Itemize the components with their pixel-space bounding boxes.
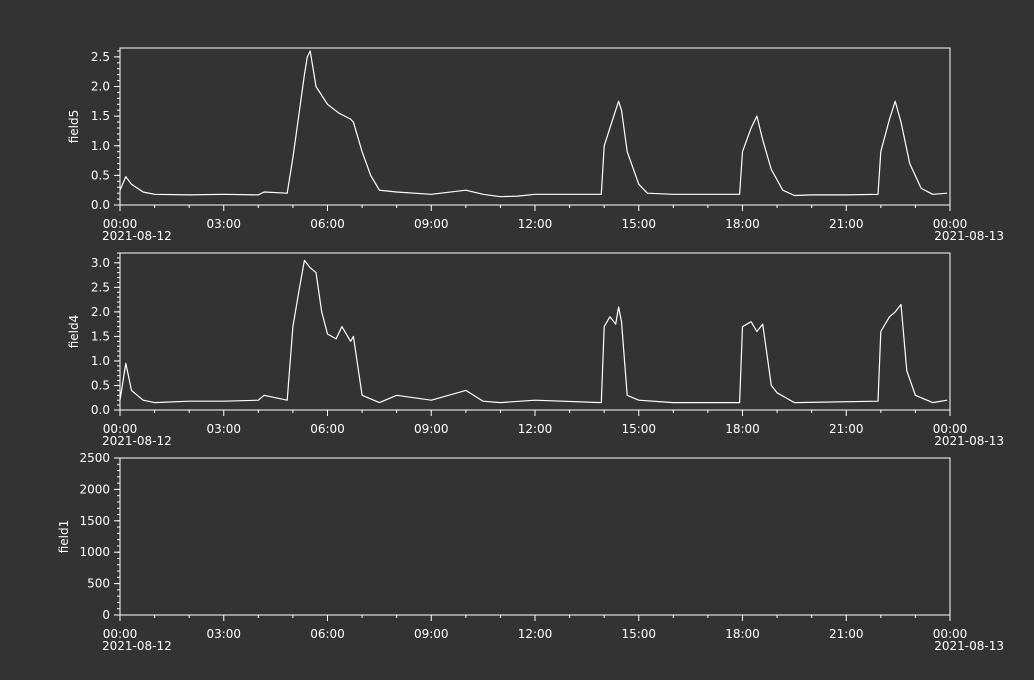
x-date-label-end: 2021-08-13 <box>934 639 1004 653</box>
y-axis-label: field5 <box>67 110 81 144</box>
x-tick-label: 06:00 <box>310 627 345 641</box>
y-tick-label: 0 <box>102 608 110 622</box>
x-date-label-start: 2021-08-12 <box>102 434 172 448</box>
x-tick-label: 03:00 <box>206 627 241 641</box>
x-tick-label: 03:00 <box>206 422 241 436</box>
y-tick-label: 0.5 <box>91 378 110 392</box>
series-line-field5 <box>119 50 948 198</box>
y-tick-label: 1.0 <box>91 354 110 368</box>
y-tick-label: 500 <box>87 577 110 591</box>
x-tick-label: 12:00 <box>518 217 553 231</box>
x-tick-label: 15:00 <box>621 627 656 641</box>
y-tick-label: 1.5 <box>91 109 110 123</box>
x-tick-label: 00:00 <box>933 422 968 436</box>
x-tick-label: 18:00 <box>725 627 760 641</box>
x-tick-label: 15:00 <box>621 217 656 231</box>
chart-panel-field4: 0.0 0.5 1.0 1.5 2.0 2.5 3.0 field4 00:00 03:00 06:… <box>67 252 1004 448</box>
y-tick-label: 1.5 <box>91 329 110 343</box>
x-tick-label: 21:00 <box>829 422 864 436</box>
x-tick-label: 06:00 <box>310 422 345 436</box>
x-tick-label: 21:00 <box>829 217 864 231</box>
x-tick-label: 12:00 <box>518 627 553 641</box>
y-tick-label: 0.0 <box>91 198 110 212</box>
x-tick-label: 18:00 <box>725 217 760 231</box>
x-tick-label: 00:00 <box>933 627 968 641</box>
y-tick-label: 2.0 <box>91 80 110 94</box>
x-tick-label: 09:00 <box>414 627 449 641</box>
chart-panel-field1: 0 500 1000 1500 2000 2500 field1 00:00 03:00 06:0… <box>57 451 1004 653</box>
chart-panel-field5: 0.0 0.5 1.0 1.5 2.0 2.5 field5 00:00 03:00 06:00 0… <box>67 47 1004 243</box>
x-tick-label: 21:00 <box>829 627 864 641</box>
x-date-label-start: 2021-08-12 <box>102 229 172 243</box>
x-date-label-end: 2021-08-13 <box>934 434 1004 448</box>
y-tick-label: 0.0 <box>91 403 110 417</box>
x-date-label-start: 2021-08-12 <box>102 639 172 653</box>
x-date-label-end: 2021-08-13 <box>934 229 1004 243</box>
plot-frame <box>119 457 951 616</box>
y-axis-label: field4 <box>67 315 81 349</box>
plot-frame <box>119 47 951 206</box>
x-tick-label: 00:00 <box>103 627 138 641</box>
x-tick-label: 00:00 <box>103 422 138 436</box>
x-tick-label: 00:00 <box>933 217 968 231</box>
y-axis-label: field1 <box>57 520 71 554</box>
x-tick-label: 03:00 <box>206 217 241 231</box>
x-tick-label: 00:00 <box>103 217 138 231</box>
x-tick-label: 06:00 <box>310 217 345 231</box>
y-tick-label: 2.5 <box>91 280 110 294</box>
y-tick-label: 1.0 <box>91 139 110 153</box>
y-tick-label: 1000 <box>79 545 110 559</box>
x-tick-label: 09:00 <box>414 217 449 231</box>
plot-frame <box>119 252 951 411</box>
y-tick-label: 2000 <box>79 482 110 496</box>
x-tick-label: 09:00 <box>414 422 449 436</box>
x-tick-label: 18:00 <box>725 422 760 436</box>
y-tick-label: 2500 <box>79 451 110 465</box>
x-tick-label: 15:00 <box>621 422 656 436</box>
series-line-field4 <box>119 259 948 404</box>
y-tick-label: 2.0 <box>91 305 110 319</box>
x-tick-label: 12:00 <box>518 422 553 436</box>
y-tick-label: 2.5 <box>91 50 110 64</box>
y-tick-label: 1500 <box>79 514 110 528</box>
y-tick-label: 3.0 <box>91 256 110 270</box>
y-tick-label: 0.5 <box>91 168 110 182</box>
